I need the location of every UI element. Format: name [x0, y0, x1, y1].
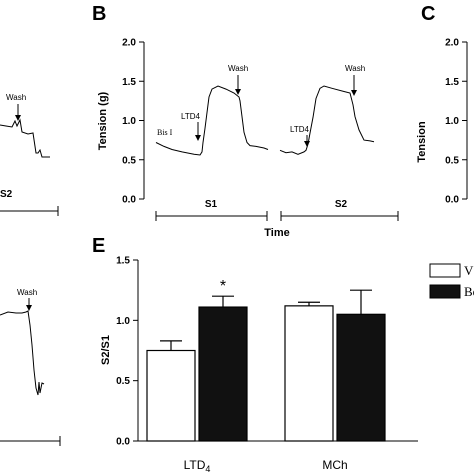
- panel-b: B Tension (g) 0.0 0.5 1.0 1.5 2.0 Bis I LTD4…: [92, 3, 399, 239]
- panel-b-y-axis-title: Tension (g): [97, 91, 109, 150]
- panel-b-wash-arrowhead-1: [235, 89, 241, 95]
- panel-a-wash-label-top: Wash: [6, 93, 26, 102]
- panel-c-letter: C: [421, 3, 435, 25]
- panel-e-y-ticks: 0.0 0.5 1.0 1.5: [116, 256, 138, 448]
- bar: [336, 313, 386, 442]
- panel-b-wash-arrowhead-2: [351, 90, 357, 96]
- bar: [198, 306, 248, 442]
- panel-e-y-tick-label: 0.5: [116, 376, 130, 387]
- panel-a: Wash S2 Wash: [0, 93, 61, 446]
- panel-e-bars: *: [146, 278, 386, 442]
- panel-a-segment-label: S2: [0, 189, 13, 200]
- panel-b-y-tick-label: 1.0: [122, 116, 136, 127]
- panel-b-x-axis-title: Time: [264, 227, 289, 239]
- panel-c-y-tick-label: 0.5: [445, 155, 459, 166]
- panel-b-y-tick-label: 0.0: [122, 195, 136, 206]
- panel-e-y-tick-label: 0.0: [116, 437, 130, 448]
- panel-b-y-tick-label: 0.5: [122, 155, 136, 166]
- panel-c: C Tension 0.0 0.5 1.0 1.5 2.0: [416, 3, 468, 206]
- panel-b-ltd4-arrowhead-1: [195, 135, 201, 141]
- legend-swatch-series-2: [429, 284, 461, 299]
- panel-a-trace-bottom: [0, 310, 45, 396]
- panel-c-y-tick-label: 0.0: [445, 195, 459, 206]
- panel-a-wash-label-bottom: Wash: [17, 288, 37, 297]
- legend-label-series-2: Be: [464, 284, 474, 299]
- panel-b-letter: B: [92, 3, 106, 25]
- panel-a-wash-arrowhead-top: [15, 115, 21, 121]
- legend-swatch-series-1: [429, 263, 461, 278]
- panel-c-y-axis-title: Tension: [416, 121, 428, 163]
- bar: [146, 349, 196, 442]
- panel-b-ltd4-label-1: LTD4: [181, 112, 201, 121]
- panel-c-y-tick-label: 1.0: [445, 116, 459, 127]
- panel-e: E S2/S1 0.0 0.5 1.0 1.5 * LTD4 MCh V Be: [92, 235, 474, 474]
- panel-b-segment-label-s2: S2: [335, 199, 348, 210]
- bar: [284, 305, 334, 442]
- panel-c-y-tick-label: 2.0: [445, 38, 459, 49]
- panel-b-ltd4-label-2: LTD4: [290, 125, 310, 134]
- panel-e-y-axis-title: S2/S1: [100, 335, 112, 365]
- panel-c-y-ticks: 0.0 0.5 1.0 1.5 2.0: [445, 38, 467, 206]
- legend-label-series-1: V: [464, 263, 474, 278]
- panel-e-y-tick-label: 1.0: [116, 316, 130, 327]
- panel-e-letter: E: [92, 235, 105, 257]
- panel-e-category-labels: LTD4 MCh: [184, 458, 348, 474]
- panel-b-bis-label: Bis I: [157, 128, 173, 137]
- significance-marker: *: [220, 278, 226, 295]
- panel-b-trace-s1: [155, 85, 269, 156]
- panel-b-y-tick-label: 2.0: [122, 38, 136, 49]
- panel-b-y-tick-label: 1.5: [122, 77, 136, 88]
- panel-b-trace-s2: [279, 85, 375, 155]
- panel-e-category-label: LTD4: [184, 458, 211, 474]
- panel-c-y-tick-label: 1.5: [445, 77, 459, 88]
- panel-a-wash-arrowhead-bottom: [26, 305, 32, 311]
- panel-e-category-label: MCh: [322, 458, 347, 472]
- panel-b-y-ticks: 0.0 0.5 1.0 1.5 2.0: [122, 38, 144, 206]
- panel-b-ltd4-arrowhead-2: [304, 141, 310, 147]
- panel-b-wash-label-2: Wash: [345, 64, 365, 73]
- panel-b-segment-label-s1: S1: [205, 199, 218, 210]
- panel-e-y-tick-label: 1.5: [116, 256, 130, 267]
- panel-a-trace-top: [0, 118, 50, 158]
- panel-b-wash-label-1: Wash: [228, 64, 248, 73]
